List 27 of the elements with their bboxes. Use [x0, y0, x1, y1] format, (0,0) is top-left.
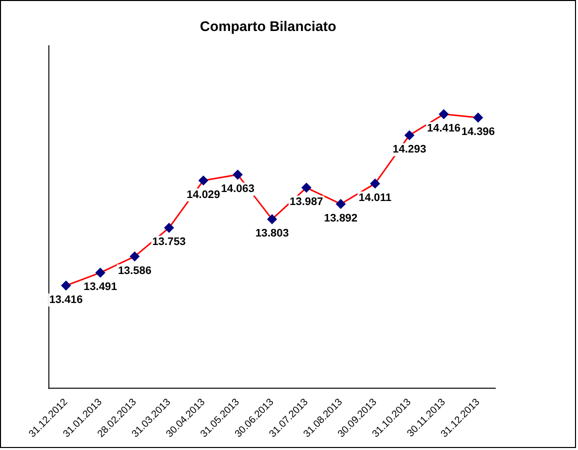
point	[232, 170, 242, 180]
point	[198, 176, 208, 186]
data-label: 14.293	[392, 144, 426, 156]
point	[96, 268, 106, 278]
data-label: 14.063	[220, 183, 254, 196]
point	[370, 178, 380, 188]
point	[164, 223, 174, 233]
point	[473, 112, 483, 122]
point	[61, 280, 71, 290]
point	[130, 252, 140, 262]
data-label: 14.029	[186, 188, 220, 201]
point	[302, 182, 312, 192]
data-label: 13.803	[255, 228, 289, 240]
data-label: 14.416	[427, 122, 461, 135]
data-label: 13.586	[118, 264, 152, 277]
data-label: 13.987	[290, 196, 324, 208]
point	[267, 214, 277, 224]
point	[336, 199, 346, 209]
data-label: 13.753	[152, 236, 186, 248]
chart-title: Comparto Bilanciato	[200, 18, 336, 34]
data-label: 13.892	[324, 212, 358, 224]
data-label: 13.491	[84, 281, 118, 294]
point	[404, 130, 414, 140]
data-label: 14.011	[358, 192, 392, 204]
point	[439, 109, 448, 119]
data-label: 14.396	[461, 126, 495, 138]
data-label: 13.416	[49, 294, 83, 306]
